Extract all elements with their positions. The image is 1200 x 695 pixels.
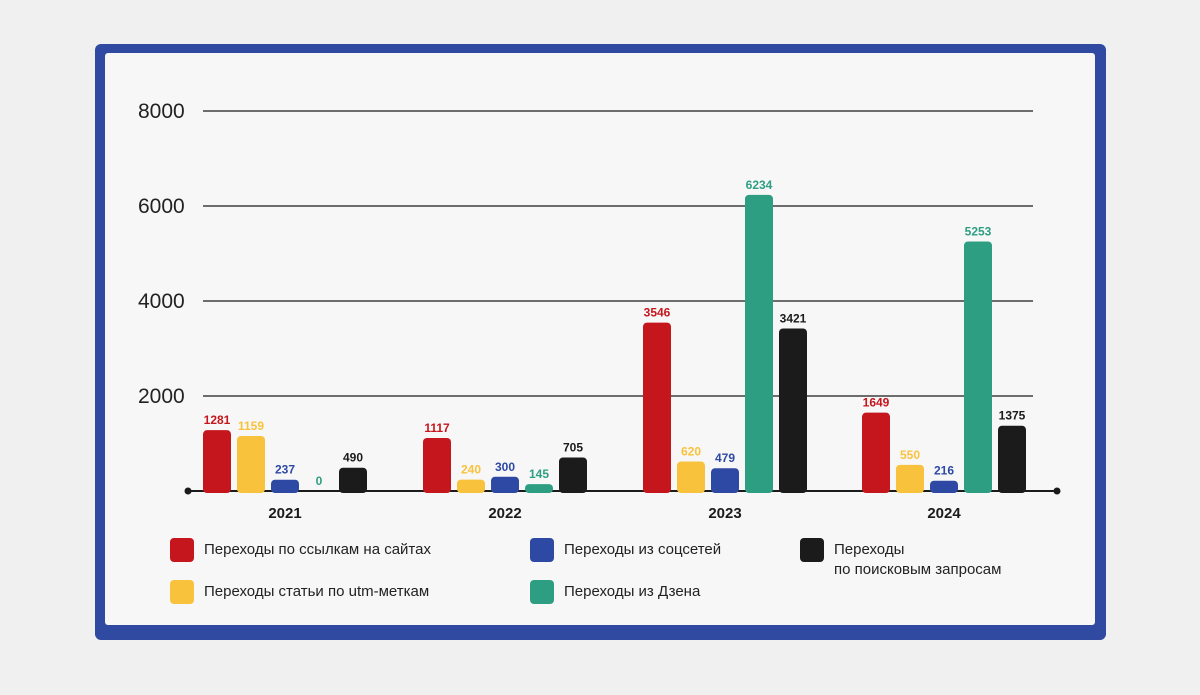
data-label: 216 bbox=[934, 464, 954, 478]
data-label: 145 bbox=[529, 467, 549, 481]
bar bbox=[203, 430, 231, 493]
data-label: 1281 bbox=[204, 413, 231, 427]
bar bbox=[423, 437, 451, 493]
y-tick-label: 8000 bbox=[138, 100, 185, 123]
legend-swatch-blue bbox=[530, 538, 554, 562]
data-label: 620 bbox=[681, 445, 701, 459]
legend-swatch-yellow bbox=[170, 580, 194, 604]
x-tick-label: 2022 bbox=[488, 505, 521, 522]
legend-item-utm: Переходы статьи по utm-меткам bbox=[170, 580, 430, 606]
legend-label: Переходы из Дзена bbox=[564, 583, 701, 600]
legend-label: Переходы по ссылкам на сайтах bbox=[204, 541, 431, 558]
x-tick-label: 2024 bbox=[927, 505, 961, 522]
bar bbox=[271, 479, 299, 493]
data-label: 1649 bbox=[863, 396, 890, 410]
data-label: 0 bbox=[316, 474, 323, 488]
bar bbox=[745, 194, 773, 493]
bar bbox=[779, 328, 807, 493]
x-tick-label: 2021 bbox=[268, 505, 301, 522]
legend-label: Переходы статьи по utm-меткам bbox=[204, 583, 430, 600]
axis-end-dot bbox=[1053, 487, 1061, 495]
y-tick-label: 4000 bbox=[138, 290, 185, 313]
chart-paper bbox=[105, 53, 1095, 625]
legend-item-social: Переходы из соцсетей bbox=[530, 538, 722, 564]
data-label: 479 bbox=[715, 451, 735, 465]
bar bbox=[339, 467, 367, 493]
data-label: 240 bbox=[461, 463, 481, 477]
bar bbox=[677, 461, 705, 493]
data-label: 300 bbox=[495, 460, 515, 474]
x-tick-label: 2023 bbox=[708, 505, 741, 522]
data-label: 550 bbox=[900, 448, 920, 462]
bar bbox=[998, 425, 1026, 493]
bar bbox=[525, 484, 553, 493]
legend-item-search: Переходы по поисковым запросам bbox=[800, 538, 1002, 580]
y-tick-label: 2000 bbox=[138, 385, 185, 408]
data-label: 237 bbox=[275, 463, 295, 477]
y-tick-label: 6000 bbox=[138, 195, 185, 218]
data-label: 3421 bbox=[780, 312, 807, 326]
bar bbox=[559, 457, 587, 493]
legend-item-links: Переходы по ссылкам на сайтах bbox=[170, 538, 431, 564]
data-label: 6234 bbox=[746, 178, 773, 192]
bar bbox=[930, 480, 958, 493]
legend-label: Переходы из соцсетей bbox=[564, 541, 722, 558]
bar bbox=[237, 435, 265, 493]
bar bbox=[862, 412, 890, 493]
bar bbox=[896, 464, 924, 493]
data-label: 5253 bbox=[965, 224, 992, 238]
bar bbox=[964, 241, 992, 493]
bar bbox=[643, 322, 671, 493]
bar bbox=[457, 479, 485, 493]
axis-end-dot bbox=[184, 487, 192, 495]
data-label: 1159 bbox=[238, 419, 264, 433]
bar bbox=[491, 476, 519, 493]
data-label: 1117 bbox=[424, 421, 450, 435]
legend-swatch-green bbox=[530, 580, 554, 604]
data-label: 490 bbox=[343, 451, 363, 465]
bar bbox=[711, 468, 739, 493]
legend-label: Переходы по поисковым запросам bbox=[834, 541, 1002, 578]
legend-item-dzen: Переходы из Дзена bbox=[530, 580, 701, 606]
data-label: 3546 bbox=[644, 306, 671, 320]
data-label: 705 bbox=[563, 441, 583, 455]
data-label: 1375 bbox=[999, 409, 1026, 423]
legend-swatch-red bbox=[170, 538, 194, 562]
legend-swatch-black bbox=[800, 538, 824, 562]
